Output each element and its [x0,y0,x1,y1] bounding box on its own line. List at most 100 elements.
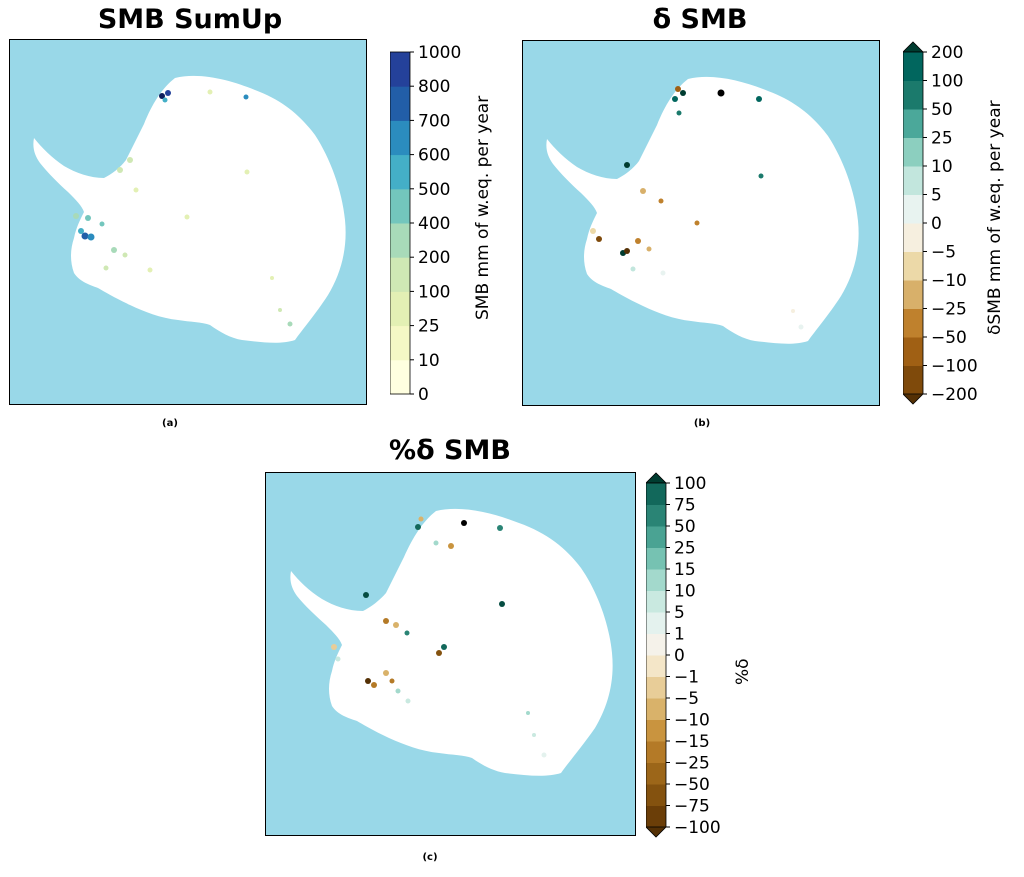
data-point [383,670,389,676]
data-point [526,711,530,715]
colorbar-segment [646,762,666,785]
data-point [433,540,439,546]
data-point [371,682,377,688]
data-point [365,678,371,684]
colorbar-segment [646,612,666,634]
data-point [165,90,171,96]
colorbar-segment [646,590,666,613]
colorbar-tick-label: −10 [931,271,967,291]
colorbar-extend-min [646,826,667,838]
colorbar-extend-min [903,393,924,405]
data-point [658,198,664,204]
data-point [532,733,536,737]
colorbar-segment [646,784,666,806]
data-point [363,592,369,598]
colorbar-tick-label: −5 [674,689,699,709]
colorbar-tick-label: 10 [931,157,953,177]
data-point [791,309,795,313]
colorbar-segment [903,80,923,110]
colorbar-segment [646,483,666,505]
colorbar-tick-label: 5 [674,603,685,623]
panel-caption: (b) [693,418,711,429]
colorbar-tick-label: −50 [674,775,710,795]
data-point [389,678,395,684]
antarctica-map [546,76,859,344]
colorbar-segment [646,569,666,591]
data-point [756,96,762,102]
data-point [331,644,337,650]
colorbar-segment [390,257,410,292]
colorbar-tick-label: 5 [931,186,942,206]
data-point [415,524,421,530]
colorbar: −200 −100 −50 −25 −10 −5 0 5 10 25 50 100 200 [903,41,978,405]
antarctica-landmass [33,75,346,343]
colorbar-segment [646,805,666,828]
antarctica-map [33,75,346,343]
colorbar-segment [903,137,923,167]
colorbar-segment [646,655,666,677]
colorbar-tick-label: −75 [674,797,710,817]
colorbar-segment [903,365,923,395]
data-point [461,520,467,526]
data-point [418,516,424,522]
data-point [244,169,250,175]
colorbar-tick-label: 800 [418,77,450,97]
data-point [680,90,686,96]
colorbar-tick-label: 50 [674,517,696,537]
data-point [122,252,128,258]
colorbar-tick-label: 100 [931,72,963,92]
colorbar-segment [390,120,410,156]
data-point [596,236,602,242]
antarctica-map [290,508,613,776]
colorbar-segment [390,223,410,258]
colorbar-tick-label: 25 [674,539,696,559]
panel-caption: (a) [162,418,178,429]
colorbar-segment [646,676,666,699]
data-point [85,215,91,221]
data-point [162,97,168,103]
data-point [405,698,411,704]
data-point [103,265,109,271]
colorbar-tick-label: 200 [418,248,450,268]
colorbar-tick-label: −15 [674,732,710,752]
colorbar-segment [390,86,410,121]
data-point [676,110,682,116]
colorbar-segment [903,194,923,224]
map-frame [9,39,367,405]
colorbar-segment [646,547,666,570]
colorbar-segment [646,741,666,763]
panel-title: SMB SumUp [97,4,283,35]
data-point [184,214,190,220]
data-point [87,233,95,241]
colorbar-tick-label: −25 [931,300,967,320]
data-point [717,89,725,97]
colorbar-label: SMB mm of w.eq. per year [473,95,493,320]
data-point [117,167,123,173]
map-frame [522,40,880,406]
data-point [646,246,652,252]
map-frame [265,472,636,836]
colorbar-label: δSMB mm of w.eq. per year [985,100,1005,335]
data-point [441,644,447,650]
colorbar-tick-label: −1 [674,668,699,688]
panel-caption: (c) [422,852,438,863]
colorbar-tick-label: 15 [674,560,696,580]
colorbar-tick-label: 400 [418,214,450,234]
colorbar-segment [646,504,666,527]
colorbar-extend-max [646,472,667,484]
colorbar-tick-label: −100 [674,818,721,838]
colorbar-segment [903,337,923,366]
colorbar-segment [646,698,666,720]
data-point [624,162,630,168]
colorbar-tick-label: −10 [674,711,710,731]
data-point [278,308,282,312]
data-point [78,228,84,234]
colorbar-tick-label: 10 [674,582,696,602]
colorbar-tick-label: 200 [931,43,963,63]
colorbar-segment [646,719,666,742]
data-point [207,89,213,95]
colorbar-segment [646,526,666,548]
colorbar-tick-label: −100 [931,357,978,377]
